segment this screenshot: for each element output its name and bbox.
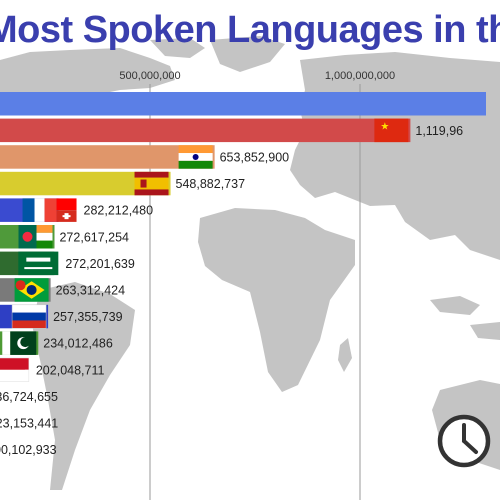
france-canada-switzerland-flag bbox=[22, 198, 77, 222]
indonesia-flag bbox=[0, 357, 30, 382]
value-label: 202,048,711 bbox=[36, 363, 105, 377]
bar bbox=[0, 118, 411, 143]
bars: ★ bbox=[0, 92, 486, 382]
value-label: 272,201,639 bbox=[65, 257, 135, 271]
bar bbox=[0, 92, 486, 116]
value-label: 100,102,933 bbox=[0, 443, 57, 457]
bar bbox=[0, 145, 215, 169]
x-tick-label: 1,000,000,000 bbox=[325, 70, 395, 82]
value-label: 257,355,739 bbox=[53, 310, 123, 324]
value-labels: 1,119,96 653,852,900 548,882,737 282,212,48… bbox=[0, 124, 463, 457]
value-label: 123,153,441 bbox=[0, 416, 58, 430]
bar bbox=[0, 171, 171, 196]
chart-title: Most Spoken Languages in the World bbox=[0, 9, 500, 51]
saudi-arabia-flag bbox=[18, 251, 59, 276]
value-label: 282,212,480 bbox=[84, 204, 154, 218]
value-label: 653,852,900 bbox=[220, 150, 290, 164]
value-label: 548,882,737 bbox=[176, 177, 246, 191]
russia-flag bbox=[11, 304, 47, 329]
china-flag: ★ bbox=[374, 118, 409, 143]
pakistan-flag bbox=[2, 331, 37, 355]
value-label: 136,724,655 bbox=[0, 390, 58, 404]
india-flag bbox=[178, 145, 213, 169]
clock-icon bbox=[437, 414, 491, 468]
bangladesh-india-flag bbox=[18, 225, 53, 249]
x-axis-ticks: 500,000,000 1,000,000,000 bbox=[119, 70, 395, 82]
brazil-portugal-flag bbox=[14, 278, 49, 302]
spain-flag bbox=[134, 171, 169, 196]
x-tick-label: 500,000,000 bbox=[119, 70, 180, 82]
svg-text:★: ★ bbox=[380, 122, 389, 133]
value-label: 272,617,254 bbox=[59, 230, 129, 244]
value-label: 1,119,96 bbox=[415, 124, 463, 138]
value-label: 234,012,486 bbox=[43, 337, 113, 351]
value-label: 263,312,424 bbox=[56, 283, 126, 297]
